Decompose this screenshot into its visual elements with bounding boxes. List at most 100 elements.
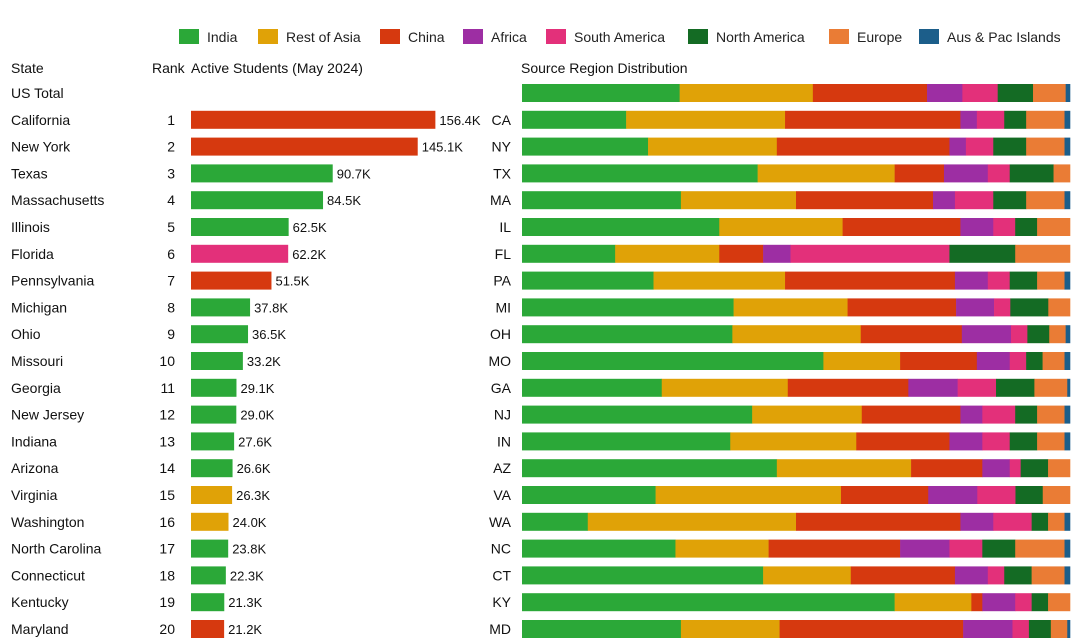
student-value-wa: 24.0K: [233, 515, 267, 530]
dist-ma-segment-north-america: [993, 191, 1027, 210]
dist-pa-segment-india: [522, 271, 654, 290]
dist-in-segment-europe: [1037, 432, 1065, 451]
state-abbr-az: AZ: [493, 460, 511, 476]
dist-oh-segment-china: [860, 325, 963, 344]
dist-mo-segment-europe: [1042, 352, 1065, 370]
dist-mi-segment-north-america: [1010, 298, 1049, 317]
state-name-mi: Michigan: [11, 299, 67, 315]
student-value-ma: 84.5K: [327, 193, 361, 208]
state-abbr-tx: TX: [493, 165, 512, 181]
dist-md-segment-north-america: [1028, 620, 1052, 638]
dist-ma-segment-china: [796, 191, 934, 210]
dist-ca-segment-rest-of-asia: [626, 110, 786, 129]
dist-ny-segment-north-america: [993, 137, 1027, 156]
legend-swatch-rest-of-asia: [258, 29, 278, 44]
dist-mi-segment-south-america: [994, 298, 1011, 317]
state-abbr-ca: CA: [492, 112, 512, 128]
dist-il-segment-africa: [960, 218, 994, 236]
state-abbr-ny: NY: [492, 139, 512, 155]
us-total-segment-china: [812, 84, 928, 102]
state-abbr-wa: WA: [489, 514, 512, 530]
student-value-md: 21.2K: [228, 622, 262, 637]
state-abbr-oh: OH: [490, 326, 511, 342]
dist-wa-segment-south-america: [993, 512, 1032, 531]
state-abbr-nc: NC: [491, 541, 511, 557]
header-distribution: Source Region Distribution: [521, 60, 688, 76]
dist-nc-segment-africa: [900, 539, 950, 558]
state-name-ga: Georgia: [11, 380, 61, 396]
rank-md: 20: [159, 621, 175, 637]
rank-tx: 3: [167, 165, 175, 181]
student-value-oh: 36.5K: [252, 327, 286, 342]
state-name-ma: Massachusetts: [11, 192, 104, 208]
dist-il-segment-rest-of-asia: [719, 218, 843, 236]
state-name-ca: California: [11, 112, 70, 128]
dist-tx-segment-rest-of-asia: [757, 164, 895, 183]
rank-pa: 7: [167, 273, 175, 289]
dist-mi-segment-africa: [956, 298, 995, 317]
state-abbr-pa: PA: [493, 273, 511, 289]
state-name-az: Arizona: [11, 460, 59, 476]
state-name-wa: Washington: [11, 514, 84, 530]
state-abbr-il: IL: [499, 219, 511, 235]
state-name-ct: Connecticut: [11, 567, 85, 583]
rank-in: 13: [159, 433, 175, 449]
dist-va-segment-rest-of-asia: [655, 486, 842, 504]
header-state: State: [11, 60, 44, 76]
dist-nc-segment-china: [768, 539, 901, 558]
dist-tx-segment-south-america: [987, 164, 1011, 183]
dist-oh-segment-south-america: [1010, 325, 1028, 344]
dist-mi-segment-europe: [1048, 298, 1071, 317]
dist-fl-segment-china: [719, 244, 764, 263]
dist-in-segment-china: [856, 432, 950, 451]
state-name-il: Illinois: [11, 219, 50, 235]
legend-label-aus-pac-islands: Aus & Pac Islands: [947, 29, 1061, 45]
student-value-ga: 29.1K: [240, 381, 274, 396]
student-value-nj: 29.0K: [240, 408, 274, 423]
dist-ga-segment-africa: [908, 378, 958, 397]
dist-in-segment-north-america: [1009, 432, 1038, 451]
us-total-segment-europe: [1033, 84, 1066, 102]
legend-swatch-aus-pac-islands: [919, 29, 939, 44]
dist-tx-segment-china: [894, 164, 945, 183]
dist-ny-segment-india: [522, 137, 649, 156]
student-bar-ct: [191, 566, 226, 585]
dist-ct-segment-europe: [1031, 566, 1065, 585]
dist-tx-segment-africa: [943, 164, 989, 183]
state-abbr-ct: CT: [492, 567, 511, 583]
dist-ky-segment-europe: [1048, 593, 1071, 612]
dist-md-segment-aus-pac-islands: [1067, 620, 1071, 638]
header-students: Active Students (May 2024): [191, 60, 363, 76]
legend-swatch-north-america: [688, 29, 708, 44]
legend-swatch-europe: [829, 29, 849, 44]
dist-fl-segment-south-america: [790, 244, 950, 263]
dist-ga-segment-rest-of-asia: [661, 378, 789, 397]
student-value-mi: 37.8K: [254, 300, 288, 315]
dist-nj-segment-north-america: [1015, 405, 1038, 424]
dist-mi-segment-rest-of-asia: [733, 298, 848, 317]
dist-ga-segment-india: [522, 378, 663, 397]
dist-il-segment-europe: [1037, 218, 1071, 236]
dist-ct-segment-aus-pac-islands: [1064, 566, 1071, 585]
dist-ct-segment-africa: [954, 566, 989, 585]
dist-il-segment-india: [522, 218, 720, 236]
dist-wa-segment-rest-of-asia: [587, 512, 797, 531]
dist-wa-segment-india: [522, 512, 589, 531]
dist-nc-segment-rest-of-asia: [675, 539, 769, 558]
dist-ny-segment-rest-of-asia: [648, 137, 778, 156]
dist-wa-segment-africa: [960, 512, 994, 531]
student-value-il: 62.5K: [293, 220, 327, 235]
student-bar-va: [191, 486, 233, 504]
student-bar-pa: [191, 271, 272, 290]
dist-az-segment-rest-of-asia: [776, 459, 912, 478]
dist-ma-segment-rest-of-asia: [680, 191, 797, 210]
student-value-az: 26.6K: [237, 461, 271, 476]
legend-label-europe: Europe: [857, 29, 902, 45]
rank-ny: 2: [167, 139, 175, 155]
dist-az-segment-europe: [1048, 459, 1071, 478]
state-abbr-in: IN: [497, 433, 511, 449]
dist-ky-segment-china: [971, 593, 983, 612]
dist-nc-segment-aus-pac-islands: [1064, 539, 1071, 558]
legend-label-china: China: [408, 29, 445, 45]
